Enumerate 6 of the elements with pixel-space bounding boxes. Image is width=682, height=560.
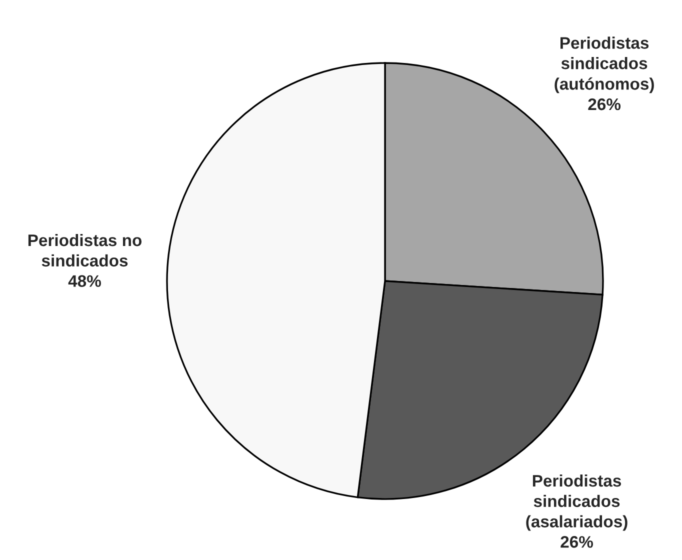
slice-label: Periodistas sindicados (asalariados) — [526, 474, 628, 531]
data-label: 48% — [68, 275, 101, 287]
slice-label: Periodistas sindicados (autónomos) — [554, 36, 654, 94]
data-label: 26% — [588, 98, 621, 110]
data-label: 26% — [560, 536, 594, 548]
slice-label: Periodistas no sindicados — [28, 234, 142, 267]
